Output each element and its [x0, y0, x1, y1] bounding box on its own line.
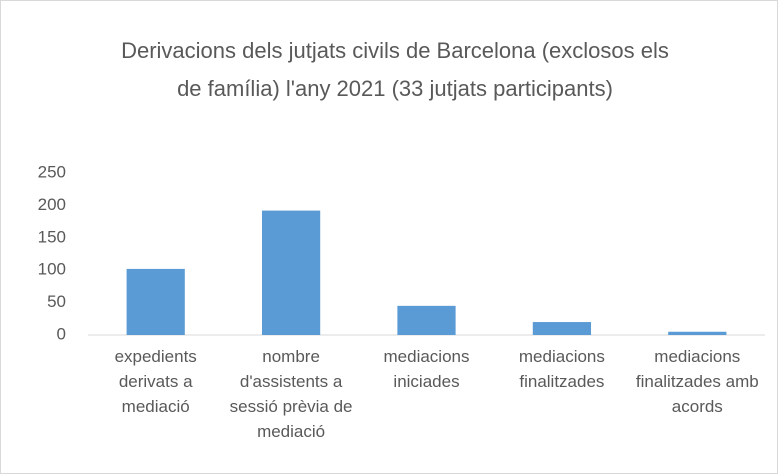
x-tick-label: mediacions iniciades — [383, 347, 470, 391]
bar — [668, 331, 727, 335]
bar — [126, 268, 185, 335]
x-tick-label: nombre d'assistents a sessió prèvia de m… — [229, 347, 353, 441]
x-tick-label: mediacions finalitzades amb acords — [635, 347, 759, 416]
y-tick-label: 0 — [57, 324, 66, 343]
chart-title: Derivacions dels jutjats civils de Barce… — [121, 38, 669, 101]
y-tick-label: 250 — [38, 162, 66, 181]
x-tick-label: mediacions finalitzades — [518, 347, 605, 391]
y-tick-label: 50 — [47, 292, 66, 311]
y-tick-label: 150 — [38, 227, 66, 246]
y-tick-label: 200 — [38, 195, 66, 214]
bar — [532, 322, 592, 335]
bar — [397, 305, 456, 335]
bar — [261, 210, 321, 335]
x-tick-label: expedients derivats a mediació — [114, 347, 197, 416]
y-tick-label: 100 — [38, 260, 66, 279]
